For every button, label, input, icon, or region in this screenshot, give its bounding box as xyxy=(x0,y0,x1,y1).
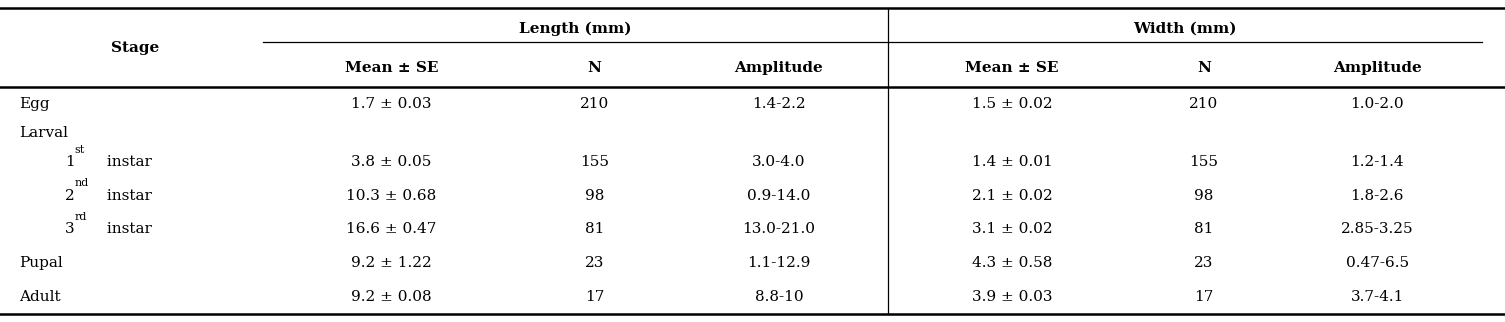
Text: 0.9-14.0: 0.9-14.0 xyxy=(746,189,811,203)
Text: st: st xyxy=(74,145,84,155)
Text: 1.4-2.2: 1.4-2.2 xyxy=(752,97,805,111)
Text: 23: 23 xyxy=(585,256,604,270)
Text: 4.3 ± 0.58: 4.3 ± 0.58 xyxy=(972,256,1052,270)
Text: N: N xyxy=(587,61,602,75)
Text: 23: 23 xyxy=(1195,256,1213,270)
Text: 98: 98 xyxy=(1195,189,1213,203)
Text: 210: 210 xyxy=(579,97,610,111)
Text: 16.6 ± 0.47: 16.6 ± 0.47 xyxy=(346,223,436,236)
Text: 17: 17 xyxy=(585,290,604,304)
Text: 3.9 ± 0.03: 3.9 ± 0.03 xyxy=(972,290,1052,304)
Text: 3.8 ± 0.05: 3.8 ± 0.05 xyxy=(351,155,432,169)
Text: Length (mm): Length (mm) xyxy=(519,22,632,36)
Text: 3.0-4.0: 3.0-4.0 xyxy=(752,155,805,169)
Text: instar: instar xyxy=(102,155,152,169)
Text: 155: 155 xyxy=(1189,155,1219,169)
Text: Amplitude: Amplitude xyxy=(1333,61,1421,75)
Text: 8.8-10: 8.8-10 xyxy=(754,290,804,304)
Text: 9.2 ± 1.22: 9.2 ± 1.22 xyxy=(351,256,432,270)
Text: 3: 3 xyxy=(65,223,74,236)
Text: 2: 2 xyxy=(65,189,74,203)
Text: rd: rd xyxy=(74,212,87,222)
Text: 98: 98 xyxy=(585,189,604,203)
Text: 9.2 ± 0.08: 9.2 ± 0.08 xyxy=(351,290,432,304)
Text: nd: nd xyxy=(74,178,89,188)
Text: 1.2-1.4: 1.2-1.4 xyxy=(1350,155,1404,169)
Text: 155: 155 xyxy=(579,155,610,169)
Text: instar: instar xyxy=(102,189,152,203)
Text: Width (mm): Width (mm) xyxy=(1133,22,1237,36)
Text: N: N xyxy=(1196,61,1212,75)
Text: 81: 81 xyxy=(1195,223,1213,236)
Text: Pupal: Pupal xyxy=(20,256,63,270)
Text: 1.7 ± 0.03: 1.7 ± 0.03 xyxy=(351,97,432,111)
Text: 1.1-12.9: 1.1-12.9 xyxy=(746,256,811,270)
Text: 2.1 ± 0.02: 2.1 ± 0.02 xyxy=(972,189,1052,203)
Text: Stage: Stage xyxy=(111,42,160,55)
Text: 1: 1 xyxy=(65,155,74,169)
Text: 210: 210 xyxy=(1189,97,1219,111)
Text: 17: 17 xyxy=(1195,290,1213,304)
Text: 81: 81 xyxy=(585,223,604,236)
Text: Adult: Adult xyxy=(20,290,62,304)
Text: instar: instar xyxy=(102,223,152,236)
Text: 1.0-2.0: 1.0-2.0 xyxy=(1350,97,1404,111)
Text: 1.5 ± 0.02: 1.5 ± 0.02 xyxy=(972,97,1052,111)
Text: Mean ± SE: Mean ± SE xyxy=(345,61,438,75)
Text: Egg: Egg xyxy=(20,97,50,111)
Text: Amplitude: Amplitude xyxy=(734,61,823,75)
Text: 0.47-6.5: 0.47-6.5 xyxy=(1345,256,1409,270)
Text: 3.7-4.1: 3.7-4.1 xyxy=(1350,290,1404,304)
Text: 2.85-3.25: 2.85-3.25 xyxy=(1341,223,1413,236)
Text: Mean ± SE: Mean ± SE xyxy=(965,61,1060,75)
Text: 1.8-2.6: 1.8-2.6 xyxy=(1350,189,1404,203)
Text: Larval: Larval xyxy=(20,126,69,140)
Text: 1.4 ± 0.01: 1.4 ± 0.01 xyxy=(972,155,1052,169)
Text: 3.1 ± 0.02: 3.1 ± 0.02 xyxy=(972,223,1052,236)
Text: 13.0-21.0: 13.0-21.0 xyxy=(742,223,816,236)
Text: 10.3 ± 0.68: 10.3 ± 0.68 xyxy=(346,189,436,203)
